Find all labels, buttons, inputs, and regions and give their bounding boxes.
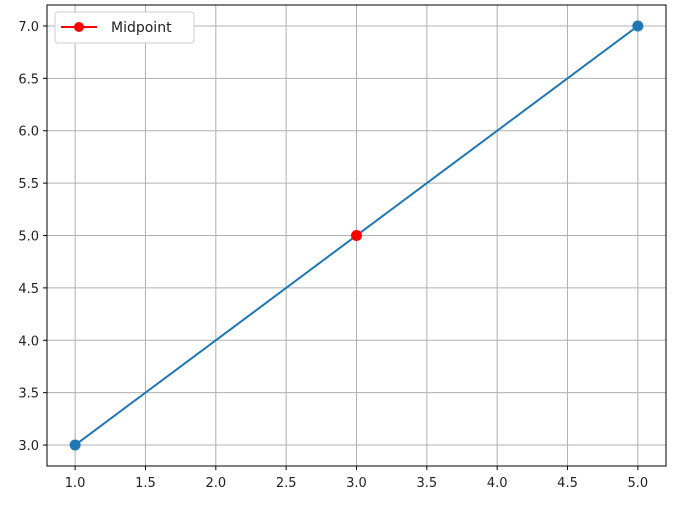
x-tick-label: 1.0: [65, 476, 86, 491]
x-tick-label: 3.0: [346, 476, 367, 491]
y-tick-label: 6.0: [18, 125, 39, 140]
x-tick-label: 4.0: [487, 476, 508, 491]
y-tick-label: 4.0: [18, 334, 39, 349]
legend: Midpoint: [54, 11, 195, 44]
axis-ticks: 1.0 1.5 2.0 2.5 3.0 3.5 4.0 4.5 5.0 3.0 3.5 4.0 4.5 5…: [18, 20, 648, 491]
y-tick-label: 3.0: [18, 439, 39, 454]
data-point: [632, 20, 644, 32]
y-tick-label: 5.0: [18, 230, 39, 245]
y-tick-label: 7.0: [18, 20, 39, 35]
legend-dot-marker: [74, 22, 84, 32]
y-tick-label: 3.5: [18, 387, 39, 402]
x-tick-label: 2.5: [276, 476, 297, 491]
midpoint-marker: [351, 230, 362, 241]
data-point: [69, 439, 81, 451]
legend-label-midpoint: Midpoint: [111, 20, 172, 36]
x-tick-label: 1.5: [135, 476, 156, 491]
x-tick-label: 4.5: [557, 476, 578, 491]
legend-box: [54, 11, 195, 44]
x-tick-label: 2.0: [205, 476, 226, 491]
x-tick-label: 5.0: [628, 476, 649, 491]
y-tick-label: 4.5: [18, 282, 39, 297]
x-tick-label: 3.5: [416, 476, 437, 491]
plot-series: [69, 20, 644, 451]
y-tick-label: 6.5: [18, 72, 39, 87]
y-tick-label: 5.5: [18, 177, 39, 192]
